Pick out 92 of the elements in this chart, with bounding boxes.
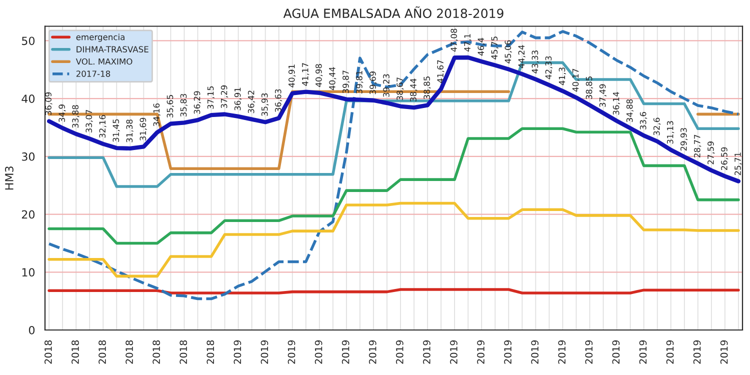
legend-label: emergencia [76,34,124,42]
x-tick-label: 2018 [98,340,106,364]
y-tick-label: 40 [22,94,35,103]
data-label: 35,65 [166,95,174,118]
data-label: 36,91 [234,88,242,110]
data-label: 40,44 [329,67,336,90]
data-label: 36,29 [194,91,202,114]
data-label: 35,93 [261,93,269,116]
data-label: 38,67 [396,78,404,100]
data-label: 39,81 [356,71,364,94]
y-tick-label: 20 [22,210,35,219]
x-tick-label: 2019 [342,340,350,364]
legend-label: VOL. MAXIMO [76,58,132,65]
legend-label: DIHMA-TRASVASE [76,46,148,52]
data-label: 37,15 [207,86,215,109]
data-label: 40,98 [316,64,323,87]
data-label: 25,71 [734,152,742,176]
x-tick-label: 2019 [531,340,539,364]
data-label: 39,23 [383,74,390,97]
data-label: 39,69 [370,72,377,94]
data-label: 33,6 [640,112,648,130]
data-label: 35,83 [180,94,188,117]
data-label: 27,59 [708,142,715,164]
data-label: 26,59 [721,147,728,170]
x-tick-label: 2019 [612,340,620,364]
x-tick-label: 2019 [234,340,242,364]
data-label: 45,75 [491,36,498,60]
data-label: 33,88 [72,105,80,128]
x-tick-label: 2019 [558,340,566,364]
data-label: 34,9 [58,104,66,122]
data-label: 34,88 [626,99,634,122]
legend-label: 2017-18 [76,70,110,77]
x-tick-label: 2018 [44,340,52,364]
x-tick-label: 2018 [152,340,160,364]
x-tick-label: 2019 [666,340,674,364]
x-tick-label: 2019 [693,340,701,364]
data-label: 31,45 [112,119,120,142]
line-series [48,30,740,300]
line-series [48,202,740,278]
y-axis-title: HM3 [5,166,14,190]
x-tick-label: 2019 [288,340,296,364]
x-tick-label: 2019 [504,340,512,364]
data-label: 41,67 [437,60,444,83]
data-label: 39,87 [342,70,350,94]
x-tick-label: 2019 [368,340,376,364]
data-label: 41,17 [302,63,310,86]
data-label: 36,14 [612,92,620,115]
y-tick-label: 30 [22,152,35,161]
x-tick-label: 2019 [450,340,458,364]
x-tick-label: 2019 [585,340,593,364]
x-tick-label: 2019 [423,340,430,364]
data-label: 45,06 [504,40,512,64]
x-tick-label: 2019 [396,340,404,364]
data-label: 29,93 [680,128,688,151]
y-tick-label: 0 [28,326,35,334]
chart-title: AGUA EMBALSADA AÑO 2018-2019 [283,6,504,18]
data-label: 42,33 [545,56,552,80]
data-label: 31,13 [666,121,674,144]
data-label: 32,6 [653,118,661,136]
data-label: 47,08 [450,28,458,52]
data-label: 33,07 [86,110,93,132]
data-label: 38,85 [586,76,594,100]
data-label: 37,49 [599,84,607,107]
data-label: 36,63 [274,89,282,112]
data-label: 41,3 [558,68,566,86]
x-tick-label: 2019 [720,340,728,364]
data-label: 36,09 [45,92,52,116]
x-tick-label: 2018 [72,340,79,364]
x-tick-label: 2018 [206,340,214,364]
x-tick-label: 2019 [639,340,647,364]
data-label: 43,33 [532,50,539,74]
x-tick-label: 2018 [126,340,133,364]
y-tick-label: 10 [22,268,35,277]
data-label: 36,42 [248,90,256,114]
x-tick-label: 2019 [314,340,322,364]
data-label: 37,29 [220,85,228,108]
data-label: 47,1 [464,34,472,52]
data-label: 40,91 [288,64,296,88]
y-tick-label: 50 [22,36,35,46]
data-label: 46,4 [478,38,485,56]
data-label: 31,69 [140,118,147,140]
data-label: 38,44 [410,78,418,102]
x-tick-label: 2018 [180,340,188,364]
data-label: 32,16 [99,115,106,138]
data-label: 34,16 [153,103,160,126]
data-label: 28,77 [694,134,702,158]
x-tick-label: 2019 [477,340,484,364]
x-tick-label: 2019 [260,340,268,364]
data-label: 38,85 [424,76,431,100]
data-label: 40,17 [572,68,580,92]
data-label: 31,38 [126,120,134,142]
data-label: 44,24 [518,45,526,68]
